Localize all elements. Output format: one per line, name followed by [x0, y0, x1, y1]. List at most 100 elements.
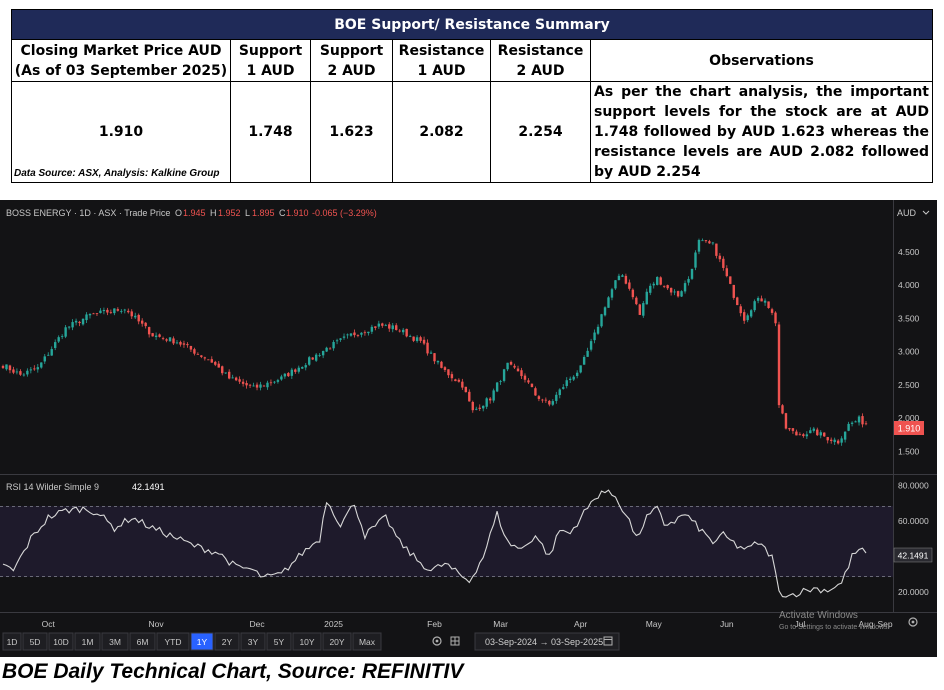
candle[interactable] [471, 400, 474, 413]
chevron-down-icon[interactable] [922, 210, 930, 215]
candle[interactable] [186, 342, 189, 348]
candle[interactable] [551, 399, 555, 407]
candle[interactable] [308, 355, 311, 366]
candle[interactable] [624, 273, 628, 285]
candle[interactable] [628, 279, 631, 291]
candle[interactable] [321, 350, 325, 359]
candle[interactable] [401, 327, 405, 335]
candle[interactable] [50, 346, 53, 356]
candle[interactable] [715, 243, 718, 259]
candle[interactable] [353, 329, 356, 338]
candle[interactable] [478, 404, 481, 412]
settings-icon[interactable] [432, 636, 442, 646]
candle[interactable] [537, 395, 541, 402]
candle[interactable] [756, 296, 760, 304]
candle[interactable] [603, 306, 607, 317]
candle[interactable] [725, 265, 729, 278]
candle[interactable] [614, 280, 617, 290]
candle[interactable] [843, 431, 847, 443]
candle[interactable] [777, 321, 781, 408]
chart-canvas[interactable]: 1.500 2.000 2.500 3.000 3.500 4.000 4.500 20.0… [0, 200, 937, 657]
candle[interactable] [158, 333, 161, 338]
candle[interactable] [203, 356, 207, 361]
candle[interactable] [287, 372, 290, 377]
candle[interactable] [635, 296, 638, 306]
candle[interactable] [106, 307, 109, 316]
candle[interactable] [819, 430, 822, 439]
candle[interactable] [749, 309, 753, 319]
candle[interactable] [569, 376, 572, 384]
candle[interactable] [708, 239, 711, 244]
candle[interactable] [67, 326, 71, 330]
candle[interactable] [488, 397, 492, 404]
candle[interactable] [784, 412, 788, 430]
candle[interactable] [134, 312, 137, 320]
price-chart-panel[interactable]: 1.500 2.000 2.500 3.000 3.500 4.000 4.500 20.0… [0, 200, 937, 657]
candle[interactable] [680, 290, 683, 298]
candle[interactable] [405, 328, 408, 338]
candle[interactable] [662, 285, 666, 289]
candle[interactable] [649, 283, 652, 296]
candle[interactable] [238, 376, 241, 384]
timeframe-button-1d[interactable]: 1D [2, 632, 22, 651]
candle[interactable] [509, 360, 513, 366]
candle[interactable] [276, 378, 280, 384]
candle[interactable] [356, 334, 360, 338]
candle[interactable] [419, 335, 422, 343]
candle[interactable] [520, 367, 523, 380]
candle[interactable] [495, 381, 499, 393]
candle[interactable] [457, 378, 461, 383]
candle[interactable] [179, 340, 182, 347]
candle[interactable] [802, 433, 805, 438]
candle[interactable] [433, 353, 436, 365]
candle[interactable] [596, 324, 600, 335]
candle[interactable] [468, 389, 471, 402]
candle[interactable] [245, 380, 248, 389]
candle[interactable] [15, 368, 19, 375]
candle[interactable] [795, 429, 798, 436]
candle[interactable] [388, 322, 391, 332]
candle[interactable] [71, 319, 74, 331]
candle[interactable] [729, 276, 732, 285]
candle[interactable] [485, 397, 488, 410]
candle[interactable] [196, 352, 200, 355]
candle[interactable] [116, 307, 120, 312]
candle[interactable] [767, 301, 770, 309]
candle[interactable] [704, 240, 708, 243]
candle[interactable] [582, 355, 586, 365]
candle[interactable] [523, 373, 527, 383]
candle[interactable] [26, 368, 29, 377]
candle[interactable] [377, 320, 381, 329]
candle[interactable] [412, 336, 415, 343]
candle[interactable] [638, 303, 642, 315]
candle[interactable] [774, 311, 777, 327]
candle[interactable] [332, 340, 335, 351]
candle[interactable] [541, 398, 544, 403]
candle[interactable] [189, 345, 193, 352]
candle[interactable] [318, 353, 321, 358]
candle[interactable] [384, 323, 387, 327]
candle[interactable] [732, 284, 735, 300]
candle[interactable] [280, 374, 283, 381]
candle[interactable] [694, 250, 697, 271]
timeframe-button-1y[interactable]: 1Y [190, 632, 214, 651]
candle[interactable] [760, 295, 763, 302]
candle[interactable] [283, 372, 287, 379]
candle[interactable] [95, 313, 99, 316]
candle[interactable] [575, 370, 579, 379]
candle[interactable] [840, 436, 843, 446]
candle[interactable] [127, 308, 130, 314]
candle[interactable] [450, 371, 454, 382]
candle[interactable] [301, 366, 304, 370]
candle[interactable] [168, 337, 172, 342]
candle[interactable] [544, 397, 548, 403]
candle[interactable] [586, 347, 589, 357]
candle[interactable] [85, 312, 88, 324]
candle[interactable] [47, 352, 50, 356]
candle[interactable] [687, 276, 690, 286]
candle[interactable] [422, 336, 426, 346]
candle[interactable] [248, 383, 252, 389]
candle[interactable] [857, 415, 861, 426]
calendar-icon[interactable] [603, 636, 613, 646]
candle[interactable] [697, 238, 701, 255]
